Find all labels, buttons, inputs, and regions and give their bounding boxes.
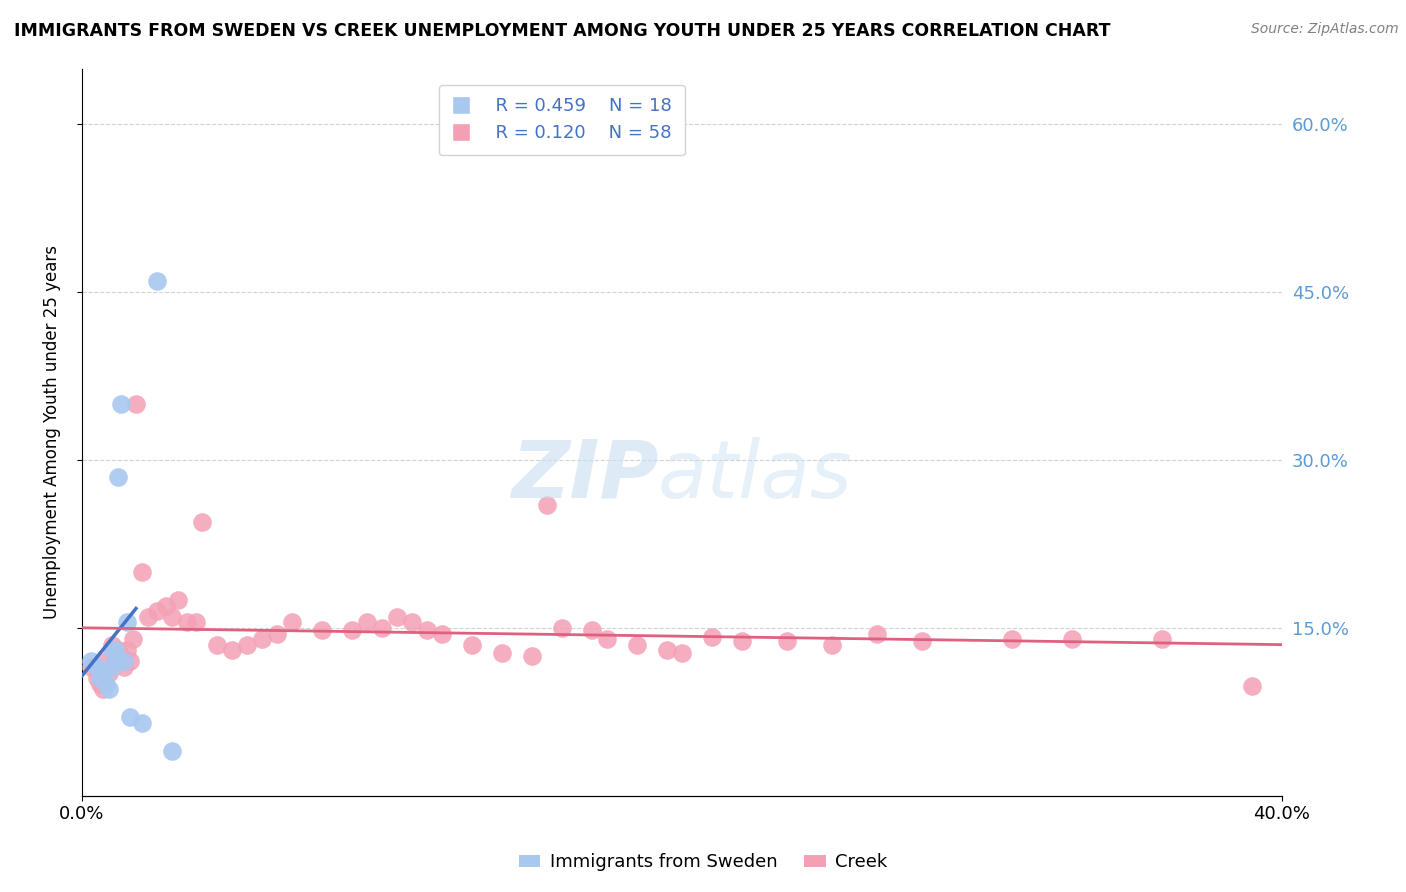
Point: [461, 638, 484, 652]
Point: [146, 604, 169, 618]
Legend:   R = 0.459    N = 18,   R = 0.120    N = 58: R = 0.459 N = 18, R = 0.120 N = 58: [439, 85, 685, 155]
Legend: Immigrants from Sweden, Creek: Immigrants from Sweden, Creek: [512, 847, 894, 879]
Point: [160, 609, 183, 624]
Point: [86, 671, 108, 685]
Point: [160, 744, 183, 758]
Point: [155, 599, 177, 613]
Point: [250, 632, 273, 647]
Point: [401, 615, 423, 630]
Point: [104, 643, 127, 657]
Point: [86, 660, 108, 674]
Point: [821, 638, 844, 652]
Point: [167, 593, 190, 607]
Point: [110, 397, 132, 411]
Point: [94, 655, 117, 669]
Point: [91, 665, 114, 680]
Point: [118, 655, 141, 669]
Point: [1150, 632, 1173, 647]
Point: [655, 643, 678, 657]
Point: [122, 632, 145, 647]
Point: [340, 623, 363, 637]
Point: [671, 646, 693, 660]
Point: [89, 677, 111, 691]
Point: [731, 634, 754, 648]
Point: [112, 655, 135, 669]
Point: [205, 638, 228, 652]
Point: [118, 710, 141, 724]
Y-axis label: Unemployment Among Youth under 25 years: Unemployment Among Youth under 25 years: [44, 245, 60, 619]
Point: [1060, 632, 1083, 647]
Point: [776, 634, 799, 648]
Point: [221, 643, 243, 657]
Point: [266, 626, 288, 640]
Point: [596, 632, 619, 647]
Point: [101, 660, 124, 674]
Point: [356, 615, 378, 630]
Point: [97, 682, 120, 697]
Point: [371, 621, 394, 635]
Point: [551, 621, 574, 635]
Point: [80, 655, 103, 669]
Point: [1240, 679, 1263, 693]
Text: ZIP: ZIP: [510, 437, 658, 515]
Point: [115, 615, 138, 630]
Point: [176, 615, 198, 630]
Point: [700, 630, 723, 644]
Point: [911, 634, 934, 648]
Text: IMMIGRANTS FROM SWEDEN VS CREEK UNEMPLOYMENT AMONG YOUTH UNDER 25 YEARS CORRELAT: IMMIGRANTS FROM SWEDEN VS CREEK UNEMPLOY…: [14, 22, 1111, 40]
Point: [101, 638, 124, 652]
Point: [385, 609, 408, 624]
Point: [115, 643, 138, 657]
Point: [581, 623, 603, 637]
Point: [91, 682, 114, 697]
Point: [430, 626, 453, 640]
Point: [520, 648, 543, 663]
Point: [626, 638, 648, 652]
Point: [136, 609, 159, 624]
Point: [97, 665, 120, 680]
Point: [112, 660, 135, 674]
Point: [101, 643, 124, 657]
Point: [94, 677, 117, 691]
Point: [110, 648, 132, 663]
Point: [131, 565, 153, 579]
Point: [236, 638, 259, 652]
Point: [107, 643, 129, 657]
Point: [311, 623, 333, 637]
Point: [125, 397, 148, 411]
Point: [80, 660, 103, 674]
Point: [416, 623, 439, 637]
Point: [866, 626, 889, 640]
Point: [146, 274, 169, 288]
Point: [131, 716, 153, 731]
Point: [104, 655, 127, 669]
Point: [491, 646, 513, 660]
Point: [191, 515, 214, 529]
Point: [184, 615, 207, 630]
Point: [1001, 632, 1024, 647]
Point: [107, 655, 129, 669]
Point: [536, 498, 558, 512]
Text: atlas: atlas: [658, 437, 852, 515]
Point: [281, 615, 304, 630]
Point: [107, 470, 129, 484]
Text: Source: ZipAtlas.com: Source: ZipAtlas.com: [1251, 22, 1399, 37]
Point: [89, 671, 111, 685]
